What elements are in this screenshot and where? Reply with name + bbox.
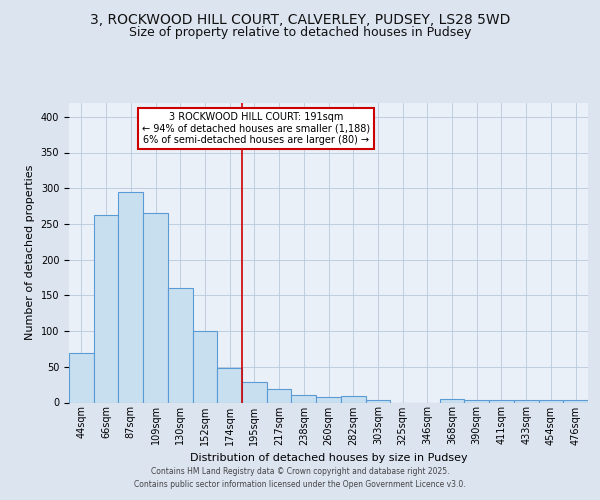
Bar — [341, 396, 365, 402]
Bar — [365, 400, 390, 402]
Bar — [242, 382, 267, 402]
Bar — [143, 213, 168, 402]
Bar — [563, 400, 588, 402]
Bar — [94, 214, 118, 402]
X-axis label: Distribution of detached houses by size in Pudsey: Distribution of detached houses by size … — [190, 453, 467, 463]
Bar — [440, 399, 464, 402]
Text: 3, ROCKWOOD HILL COURT, CALVERLEY, PUDSEY, LS28 5WD: 3, ROCKWOOD HILL COURT, CALVERLEY, PUDSE… — [90, 12, 510, 26]
Bar — [118, 192, 143, 402]
Bar — [69, 352, 94, 403]
Text: 3 ROCKWOOD HILL COURT: 191sqm
← 94% of detached houses are smaller (1,188)
6% of: 3 ROCKWOOD HILL COURT: 191sqm ← 94% of d… — [142, 112, 370, 144]
Bar — [292, 396, 316, 402]
Bar — [514, 400, 539, 402]
Bar — [168, 288, 193, 403]
Bar — [217, 368, 242, 402]
Text: Contains HM Land Registry data © Crown copyright and database right 2025.: Contains HM Land Registry data © Crown c… — [151, 467, 449, 476]
Text: Size of property relative to detached houses in Pudsey: Size of property relative to detached ho… — [129, 26, 471, 39]
Bar — [193, 331, 217, 402]
Bar — [464, 400, 489, 402]
Bar — [489, 400, 514, 402]
Text: Contains public sector information licensed under the Open Government Licence v3: Contains public sector information licen… — [134, 480, 466, 489]
Bar — [539, 400, 563, 402]
Y-axis label: Number of detached properties: Number of detached properties — [25, 165, 35, 340]
Bar — [316, 397, 341, 402]
Bar — [267, 389, 292, 402]
